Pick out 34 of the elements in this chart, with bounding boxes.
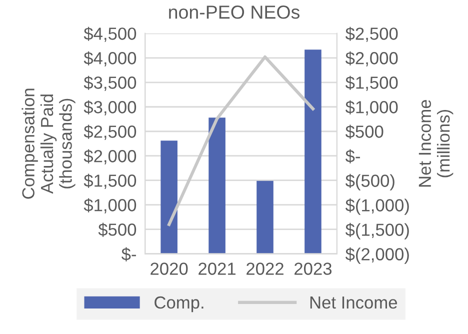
y2-tick-label: $2,500: [345, 26, 398, 42]
y2-tick-label: $(1,000): [345, 198, 409, 215]
bar: [304, 50, 322, 254]
legend-label: Comp.: [154, 296, 204, 312]
y2-tick-label: $1,500: [345, 76, 398, 91]
bar: [208, 118, 226, 254]
y2-tick-label: $500: [345, 124, 384, 139]
x-tick-label: 2021: [198, 262, 236, 275]
y2-tick-label: $(500): [345, 174, 394, 190]
chart-title: non-PEO NEOs: [169, 6, 300, 19]
y2-tick-label: $(1,500): [345, 222, 409, 240]
legend-label: Net Income: [310, 296, 398, 309]
y-axis-title: Compensation Actually Paid (thousands): [22, 88, 76, 199]
x-tick-label: 2020: [150, 262, 188, 275]
x-tick-label: 2023: [294, 262, 332, 275]
y-tick-label: $-: [122, 247, 136, 262]
y-tick-label: $2,500: [84, 124, 136, 140]
y-tick-label: $500: [98, 222, 136, 237]
y2-tick-label: $2,000: [345, 51, 398, 66]
y-tick-label: $4,500: [84, 26, 136, 42]
bar: [160, 140, 178, 254]
y2-tick-label: $1,000: [345, 100, 398, 116]
y-tick-label: $3,000: [84, 100, 136, 116]
y-tick-label: $3,500: [84, 76, 136, 91]
y-tick-label: $1,500: [84, 174, 136, 189]
y-tick-label: $4,000: [84, 51, 136, 66]
bar: [256, 180, 274, 254]
x-tick-label: 2022: [246, 262, 284, 275]
y-tick-label: $2,000: [84, 149, 136, 164]
y-tick-label: $1,000: [84, 198, 136, 214]
y2-tick-label: $-: [345, 149, 360, 164]
y2-tick-label: $(2,000): [345, 247, 409, 264]
y2-axis-title: Net Income (millions): [418, 100, 454, 187]
line-series: [168, 55, 315, 226]
